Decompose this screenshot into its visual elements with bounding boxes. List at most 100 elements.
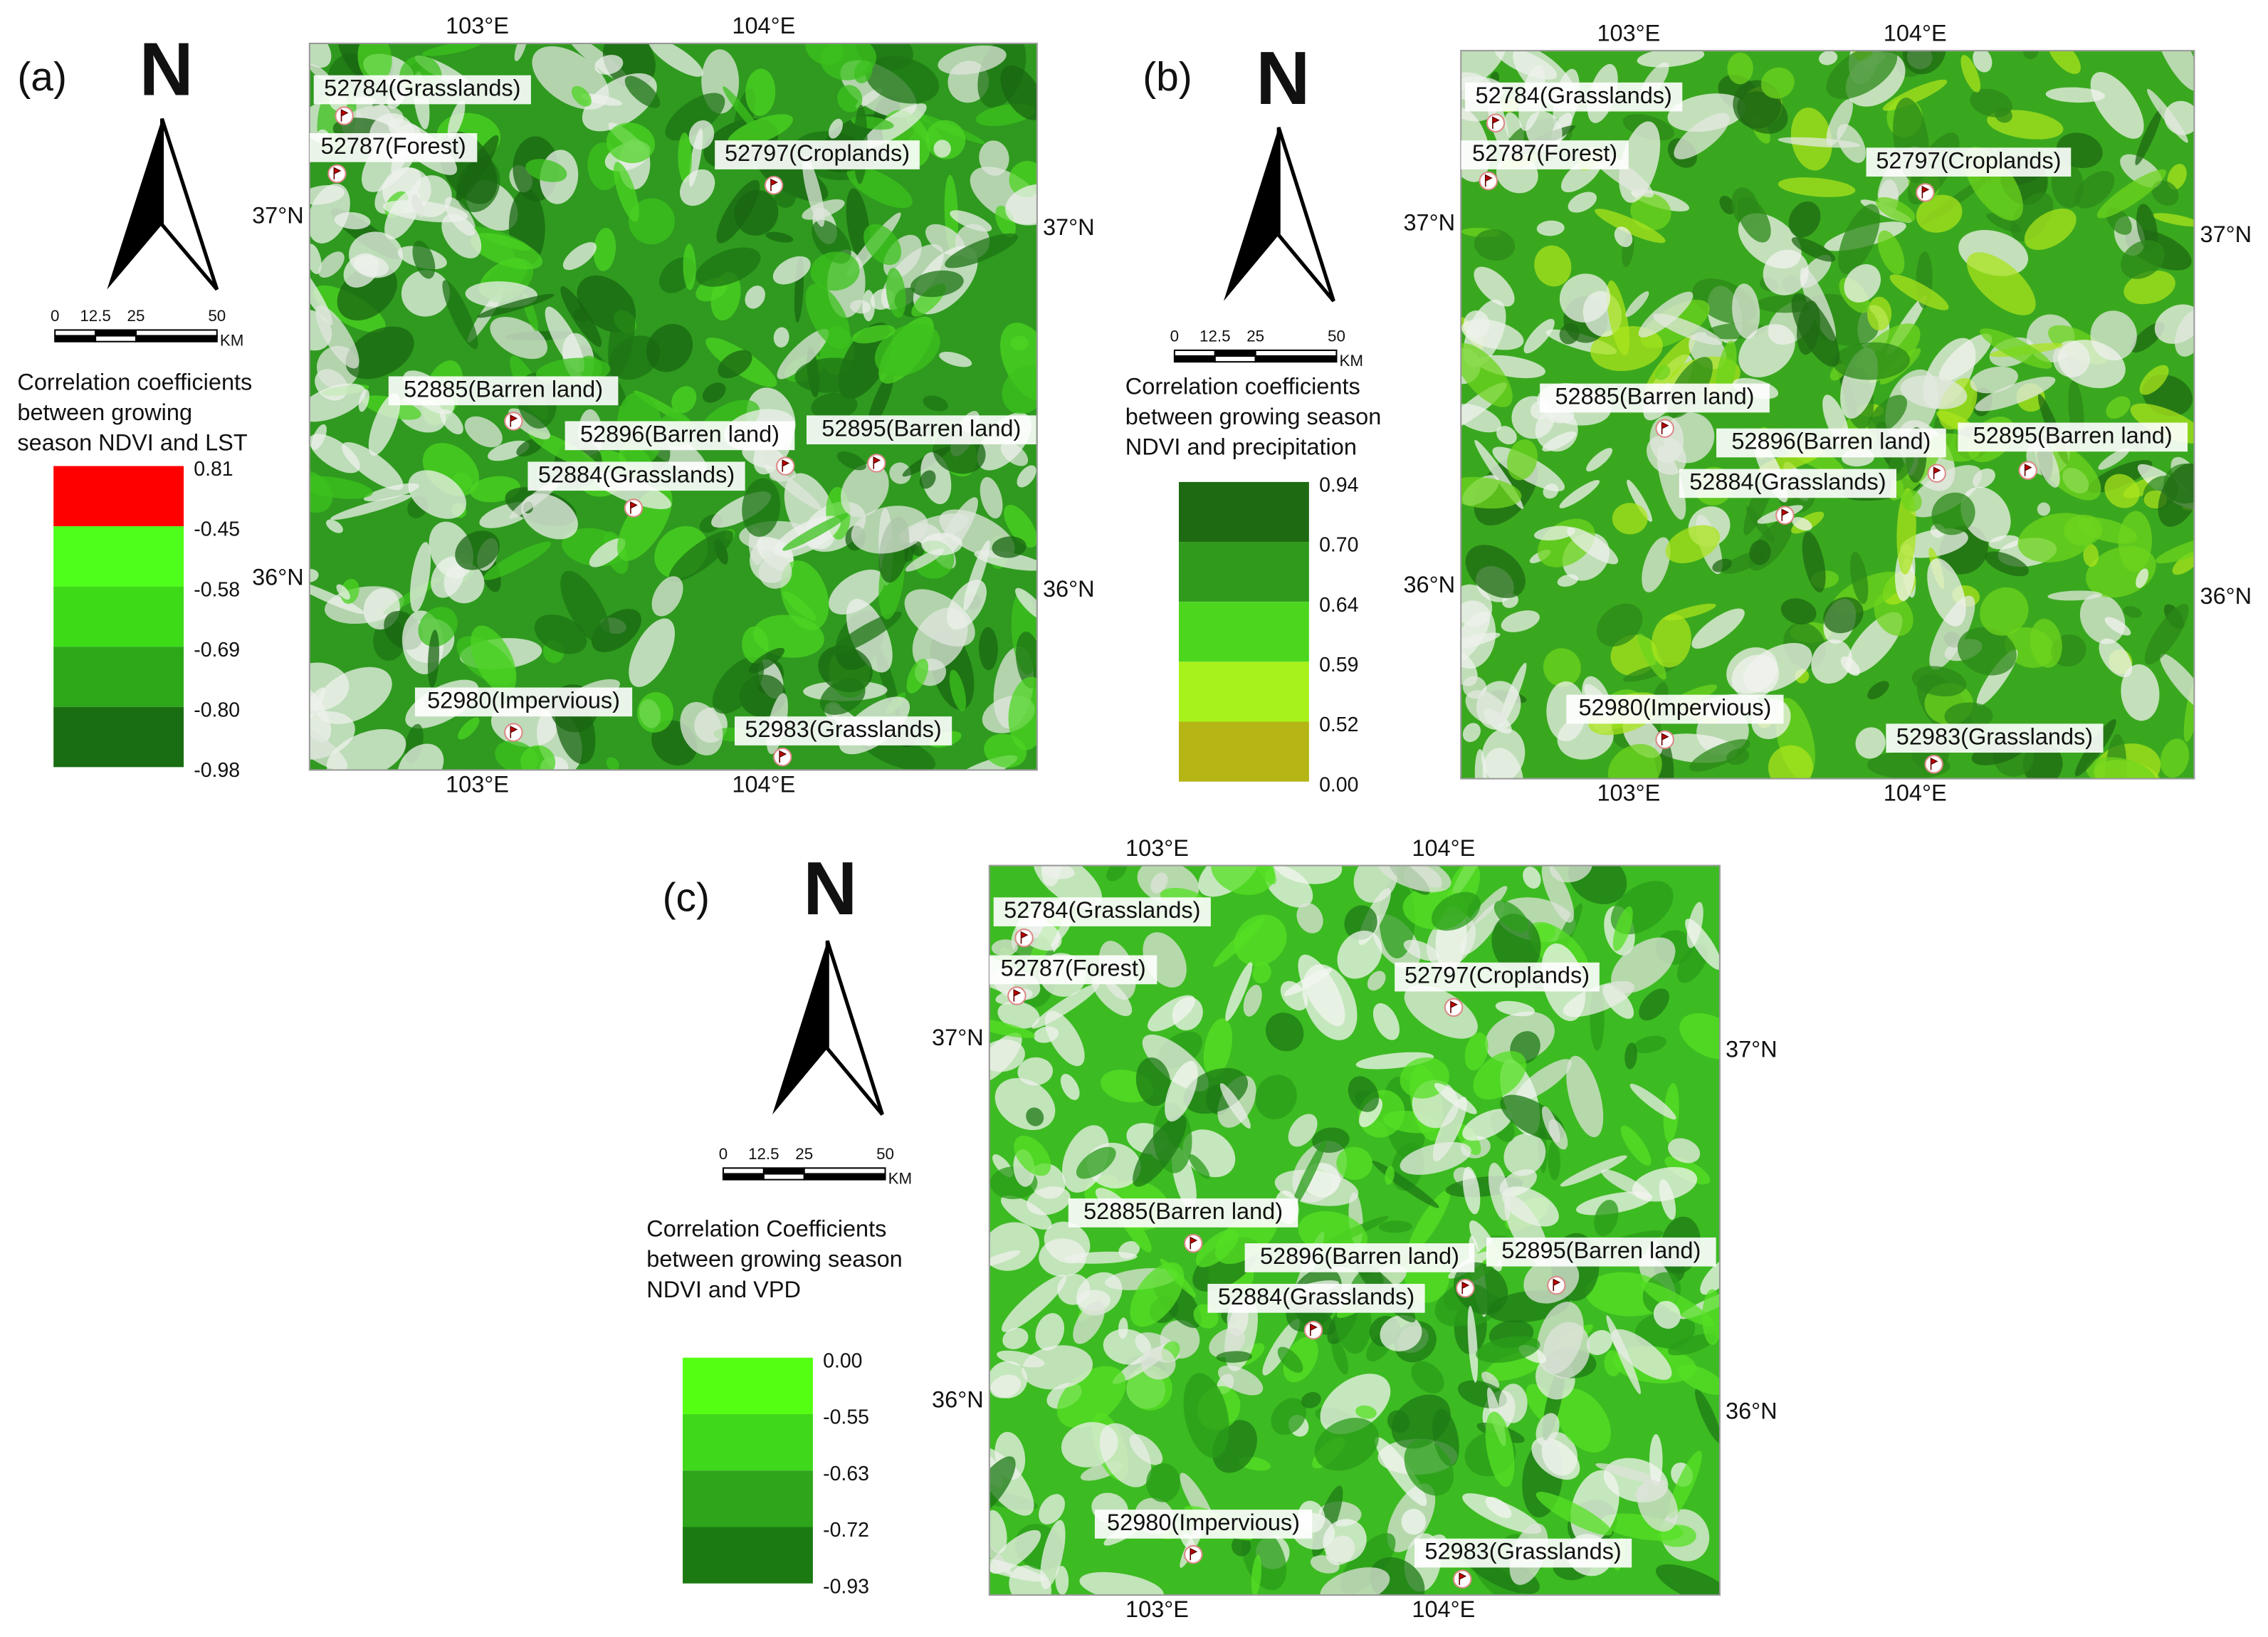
latitude-label: 37°N — [2200, 221, 2252, 247]
legend-break-label: -0.80 — [194, 699, 240, 721]
latitude-label: 37°N — [252, 202, 304, 228]
map-texture — [1533, 525, 1575, 540]
legend-swatch — [1178, 481, 1309, 543]
map-texture — [1596, 603, 1643, 647]
map-texture — [2175, 310, 2195, 357]
map-texture — [342, 441, 404, 491]
map-texture — [1702, 1289, 1720, 1345]
scale-bar-segment — [762, 1167, 805, 1175]
station-label-bg — [310, 133, 478, 162]
map-texture — [1637, 633, 1666, 680]
station-label-bg — [1068, 1198, 1298, 1228]
map-texture — [1496, 426, 1517, 445]
map-texture — [1745, 506, 1775, 543]
map-texture — [2136, 204, 2158, 253]
map-texture — [695, 247, 761, 287]
legend-title: Correlation coefficients — [1125, 373, 1360, 399]
station-label-bg — [1414, 1538, 1632, 1568]
station-label-bg — [313, 75, 531, 105]
station-label: 52895(Barren land) — [1973, 422, 2173, 448]
map-texture — [397, 743, 444, 770]
map-texture — [2057, 340, 2126, 389]
map-texture — [829, 118, 843, 139]
map-texture — [1867, 681, 1889, 700]
map-texture — [1091, 976, 1133, 1016]
map-texture — [1980, 587, 2029, 636]
map-texture — [1189, 1154, 1210, 1179]
map-texture — [923, 395, 949, 412]
map-texture — [1465, 545, 1526, 598]
map-texture — [1243, 985, 1262, 1017]
map-texture — [1649, 1434, 1663, 1486]
station-label: 52896(Barren land) — [1260, 1243, 1459, 1269]
station-label: 52980(Impervious) — [1107, 1510, 1300, 1535]
map-texture — [1474, 266, 1515, 307]
panel: (c) N 0 12.5 25 50 KM Correlation Coefficients b… — [646, 835, 1777, 1622]
legend-swatch — [683, 1413, 813, 1471]
map-texture — [1901, 489, 1922, 512]
map-texture — [1559, 273, 1611, 323]
map-texture — [818, 645, 873, 692]
map-texture — [765, 231, 794, 243]
map-texture — [1336, 1146, 1372, 1181]
map-texture — [1296, 902, 1323, 933]
map-texture — [1380, 1314, 1422, 1351]
map-texture — [456, 135, 499, 201]
map-texture — [1855, 727, 1886, 759]
map-texture — [1004, 504, 1037, 548]
scale-bar-unit: KM — [1340, 352, 1364, 370]
legend-title: NDVI and VPD — [646, 1277, 801, 1302]
latitude-label: 37°N — [932, 1025, 984, 1050]
map-texture — [545, 306, 584, 373]
map-texture — [1209, 1328, 1246, 1358]
map-texture — [874, 323, 940, 377]
map-texture — [1629, 1084, 1676, 1120]
map-texture — [374, 167, 421, 214]
map-texture — [716, 179, 760, 244]
station-marker — [327, 164, 347, 184]
map-texture — [1568, 192, 1597, 213]
map-texture — [2155, 534, 2195, 564]
map-texture — [1944, 702, 1993, 730]
map-texture — [1314, 1418, 1380, 1471]
map-texture — [1543, 483, 1559, 499]
map-texture — [886, 268, 906, 318]
map-texture — [1778, 177, 1856, 197]
map-image — [1461, 51, 2195, 779]
station-label: 52895(Barren land) — [1501, 1238, 1701, 1263]
map-texture — [629, 618, 675, 687]
map-texture — [1665, 525, 1721, 564]
map-texture — [2136, 568, 2149, 588]
station-marker — [1655, 730, 1674, 749]
map-texture — [949, 669, 967, 712]
map-texture — [679, 169, 715, 206]
map-texture — [2172, 551, 2195, 575]
legend-break-label: -0.58 — [194, 578, 240, 601]
map-texture — [1255, 1074, 1297, 1120]
map-texture — [589, 538, 626, 568]
map-texture — [1874, 592, 1913, 637]
map-texture — [852, 325, 896, 344]
station-flag — [1661, 733, 1669, 746]
map-texture — [1002, 1275, 1067, 1332]
north-label: N — [140, 28, 194, 112]
map-texture — [665, 93, 725, 141]
map-texture — [2047, 590, 2103, 601]
latitude-label: 36°N — [2200, 583, 2252, 609]
map-texture — [1826, 51, 1898, 100]
map-texture — [1763, 249, 1809, 296]
station-label: 52980(Impervious) — [427, 687, 620, 713]
map-texture — [782, 513, 850, 551]
map-texture — [1039, 1494, 1065, 1524]
map-texture — [831, 612, 902, 655]
map-texture — [1652, 313, 1723, 345]
map-texture — [1523, 318, 1555, 354]
map-texture — [1481, 1371, 1500, 1389]
scale-bar-segment — [803, 1173, 886, 1181]
map-texture — [1668, 1333, 1716, 1356]
map-texture — [1462, 1109, 1513, 1141]
map-texture — [1655, 1564, 1720, 1596]
map-texture — [1595, 209, 1666, 244]
map-texture — [1931, 492, 1975, 535]
station-flag — [1190, 1547, 1198, 1561]
